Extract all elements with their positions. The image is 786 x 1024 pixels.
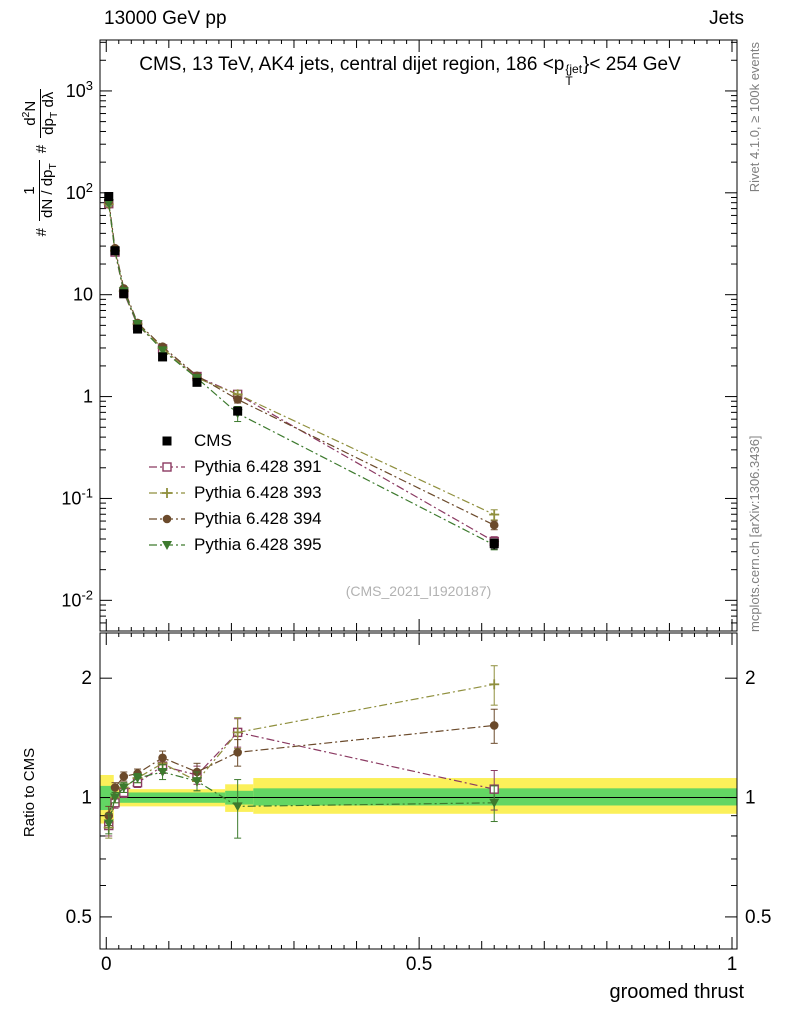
ratio-axis-label: Ratio to CMS [20,747,38,838]
svg-text:2: 2 [81,668,92,689]
x-axis-title: groomed thrust [609,981,744,1003]
svg-text:1: 1 [81,788,92,809]
plot-title: CMS, 13 TeV, AK4 jets, central dijet reg… [80,54,740,87]
legend-item-pythia-391: Pythia 6.428 391 [148,454,322,480]
svg-text:1: 1 [83,387,93,407]
series-cms [104,192,499,550]
y-axis-label: #1 dN / dpT # d2N dpT dλ [4,40,78,285]
legend-label-pythia-395: Pythia 6.428 395 [194,535,322,554]
pythia-395-marker-icon [149,541,185,550]
mcplots-caption: mcplots.cern.ch [arXiv:1306.3436] [746,435,762,632]
pythia-391-marker-icon [149,462,185,472]
rivet-version-caption: Rivet 4.1.0, ≥ 100k events [746,42,762,193]
pythia-394-marker-icon [149,514,185,524]
analysis-id-watermark: (CMS_2021_I1920187) [345,583,492,599]
plot-title-sub: T [565,74,573,88]
analysis-group-label: Jets [709,8,744,29]
svg-text:10-1: 10-1 [61,485,93,508]
svg-text:2: 2 [745,668,756,689]
legend-label-pythia-391: Pythia 6.428 391 [194,457,322,476]
svg-text:0.5: 0.5 [66,907,92,928]
plot-title-pre: CMS, 13 TeV, AK4 jets, central dijet reg… [139,54,565,75]
pythia-393-marker-icon [149,488,185,498]
legend-item-cms: CMS [148,428,322,454]
plot-title-supsub: {jet T [565,63,582,87]
legend-label-cms: CMS [194,431,232,450]
svg-text:0: 0 [101,954,112,975]
legend: CMS Pythia 6.428 391 Pythia 6.428 393 Py… [148,428,322,558]
cms-marker-icon [162,436,172,446]
legend-item-pythia-394: Pythia 6.428 394 [148,506,322,532]
svg-text:1: 1 [745,788,756,809]
plot-title-sup: {jet [565,62,583,76]
legend-label-pythia-394: Pythia 6.428 394 [194,509,322,528]
legend-label-pythia-393: Pythia 6.428 393 [194,483,322,502]
legend-item-pythia-393: Pythia 6.428 393 [148,480,322,506]
plot-title-post: }< 254 GeV [583,54,681,75]
svg-text:0.5: 0.5 [406,954,432,975]
svg-text:0.5: 0.5 [745,907,771,928]
svg-text:1: 1 [727,954,738,975]
svg-text:10: 10 [73,285,93,305]
svg-text:10-2: 10-2 [61,587,93,610]
beam-energy-label: 13000 GeV pp [104,8,227,29]
axis-ticks [100,40,737,949]
legend-item-pythia-395: Pythia 6.428 395 [148,532,322,558]
